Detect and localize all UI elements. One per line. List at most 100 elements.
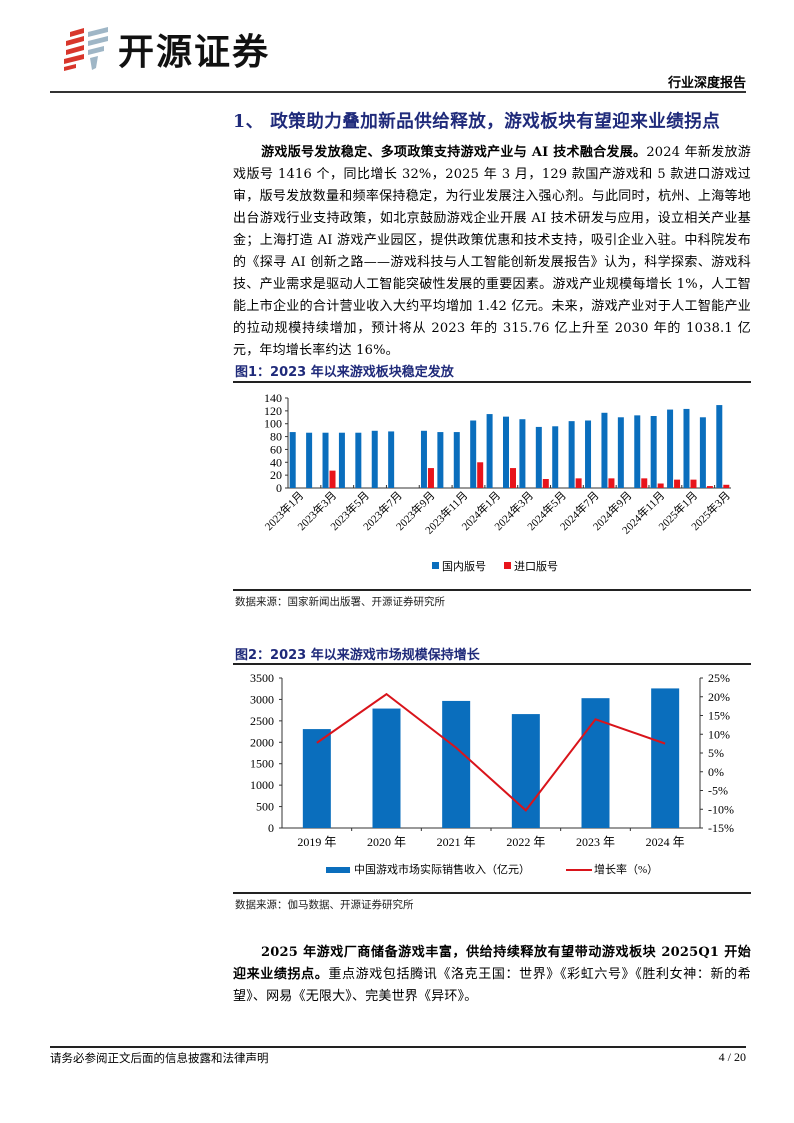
x-tick-label: 2023 年 bbox=[576, 835, 615, 849]
bar bbox=[338, 432, 345, 488]
figure1-title: 图1：2023 年以来游戏板块稳定发放 bbox=[235, 365, 454, 380]
bar bbox=[585, 420, 592, 488]
right-y-tick-label: 0% bbox=[708, 765, 724, 779]
figure2-title: 图2：2023 年以来游戏市场规模保持增长 bbox=[235, 648, 480, 663]
brand-name: 开源证券 bbox=[118, 32, 271, 73]
bar bbox=[641, 478, 648, 488]
page-number: 4 / 20 bbox=[718, 1050, 746, 1064]
bar bbox=[608, 478, 615, 488]
bar bbox=[552, 426, 559, 488]
right-y-tick-label: 10% bbox=[708, 727, 730, 741]
left-y-tick-label: 3500 bbox=[250, 671, 274, 685]
bar bbox=[716, 405, 723, 488]
legend-swatch bbox=[504, 562, 511, 569]
figure2-top-rule bbox=[233, 663, 751, 665]
body-paragraph-pipeline: 2025 年游戏厂商储备游戏丰富，供给持续释放有望带动游戏板块 2025Q1 开… bbox=[233, 942, 751, 1008]
left-y-tick-label: 2500 bbox=[250, 714, 274, 728]
brand-logo: 开源证券 bbox=[62, 24, 302, 74]
bar bbox=[519, 419, 526, 488]
right-y-tick-label: 20% bbox=[708, 690, 730, 704]
bar bbox=[690, 479, 697, 488]
bar bbox=[657, 483, 664, 488]
legend-swatch bbox=[432, 562, 439, 569]
bar bbox=[706, 486, 713, 488]
legend-label: 进口版号 bbox=[514, 559, 558, 573]
bar bbox=[535, 426, 542, 488]
left-y-tick-label: 1000 bbox=[250, 778, 274, 792]
left-y-tick-label: 2000 bbox=[250, 735, 274, 749]
bar bbox=[302, 729, 331, 828]
bar bbox=[427, 468, 434, 488]
bar bbox=[306, 432, 313, 488]
right-y-tick-label: -5% bbox=[708, 784, 728, 798]
right-y-tick-label: 15% bbox=[708, 709, 730, 723]
bar bbox=[470, 420, 477, 488]
x-tick-label: 2024 年 bbox=[646, 835, 685, 849]
y-tick-label: 20 bbox=[270, 468, 282, 482]
bar bbox=[437, 432, 444, 488]
bar bbox=[486, 414, 493, 488]
bar bbox=[601, 412, 608, 488]
footer-divider bbox=[50, 1046, 746, 1048]
right-y-tick-label: 25% bbox=[708, 671, 730, 685]
left-y-tick-label: 1500 bbox=[250, 757, 274, 771]
header-divider bbox=[50, 91, 746, 93]
left-y-tick-label: 3000 bbox=[250, 692, 274, 706]
bar bbox=[442, 700, 471, 828]
figure2-source: 数据来源：伽马数据、开源证券研究所 bbox=[235, 899, 414, 911]
legend-label: 增长率（%） bbox=[594, 862, 658, 876]
paragraph-lead: 2025 年游戏厂商储备游戏丰富，供给持续释放有望带动游戏板块 2025Q1 开… bbox=[233, 945, 751, 982]
y-tick-label: 0 bbox=[276, 481, 282, 495]
right-y-tick-label: -15% bbox=[708, 821, 734, 835]
paragraph-body: 重点游戏包括腾讯《洛克王国：世界》《彩虹六号》《胜利女神：新的希望》、网易《无限… bbox=[233, 967, 751, 1004]
paragraph-body: 2024 年新发放游戏版号 1416 个，同比增长 32%，2025 年 3 月… bbox=[233, 145, 752, 358]
bar bbox=[503, 416, 509, 488]
document-type-label: 行业深度报告 bbox=[667, 76, 746, 91]
legend-label: 国内版号 bbox=[442, 559, 486, 573]
bar bbox=[477, 462, 484, 488]
bar bbox=[568, 421, 575, 488]
bar bbox=[617, 417, 624, 488]
bar bbox=[723, 484, 730, 488]
y-tick-label: 100 bbox=[264, 417, 282, 431]
bar bbox=[667, 409, 674, 488]
bar bbox=[575, 478, 582, 488]
bar bbox=[581, 698, 610, 828]
bar bbox=[329, 470, 336, 488]
right-y-tick-label: -10% bbox=[708, 802, 734, 816]
bar bbox=[388, 431, 395, 488]
legend-label: 中国游戏市场实际销售收入（亿元） bbox=[354, 862, 530, 876]
legend-swatch-bar bbox=[326, 867, 350, 873]
bar bbox=[699, 417, 706, 488]
figure2-bottom-rule bbox=[233, 892, 751, 894]
bar bbox=[289, 432, 296, 488]
x-tick-label: 2019 年 bbox=[297, 835, 336, 849]
bar bbox=[453, 432, 460, 488]
y-tick-label: 80 bbox=[270, 430, 282, 444]
bar bbox=[355, 432, 362, 488]
body-paragraph-policy: 游戏版号发放稳定、多项政策支持游戏产业与 AI 技术融合发展。2024 年新发放… bbox=[233, 142, 751, 362]
figure1-bottom-rule bbox=[233, 589, 751, 591]
bar bbox=[322, 432, 329, 488]
bar bbox=[420, 430, 427, 488]
left-y-tick-label: 500 bbox=[256, 800, 274, 814]
bar bbox=[542, 479, 549, 488]
paragraph-lead: 游戏版号发放稳定、多项政策支持游戏产业与 AI 技术融合发展。 bbox=[261, 145, 647, 160]
figure1-top-rule bbox=[233, 381, 751, 383]
x-tick-label: 2022 年 bbox=[506, 835, 545, 849]
figure1-bar-chart: 0 20 40 60 80 100 120 140 2023年1月 2023年3月 2023年5月 2… bbox=[236, 391, 756, 582]
growth-rate-line bbox=[316, 692, 666, 812]
bar bbox=[371, 430, 378, 488]
y-tick-label: 140 bbox=[264, 392, 282, 405]
bar bbox=[372, 708, 401, 828]
bar bbox=[510, 468, 516, 488]
x-tick-label: 2021 年 bbox=[437, 835, 476, 849]
figure1-source: 数据来源：国家新闻出版署、开源证券研究所 bbox=[235, 596, 445, 608]
bar bbox=[651, 688, 680, 828]
x-tick-label: 2020 年 bbox=[367, 835, 406, 849]
bar bbox=[650, 416, 657, 488]
bar bbox=[683, 408, 690, 488]
section-heading: 1、 政策助力叠加新品供给释放，游戏板块有望迎来业绩拐点 bbox=[233, 112, 721, 132]
bar bbox=[674, 479, 681, 488]
right-y-tick-label: 5% bbox=[708, 746, 724, 760]
